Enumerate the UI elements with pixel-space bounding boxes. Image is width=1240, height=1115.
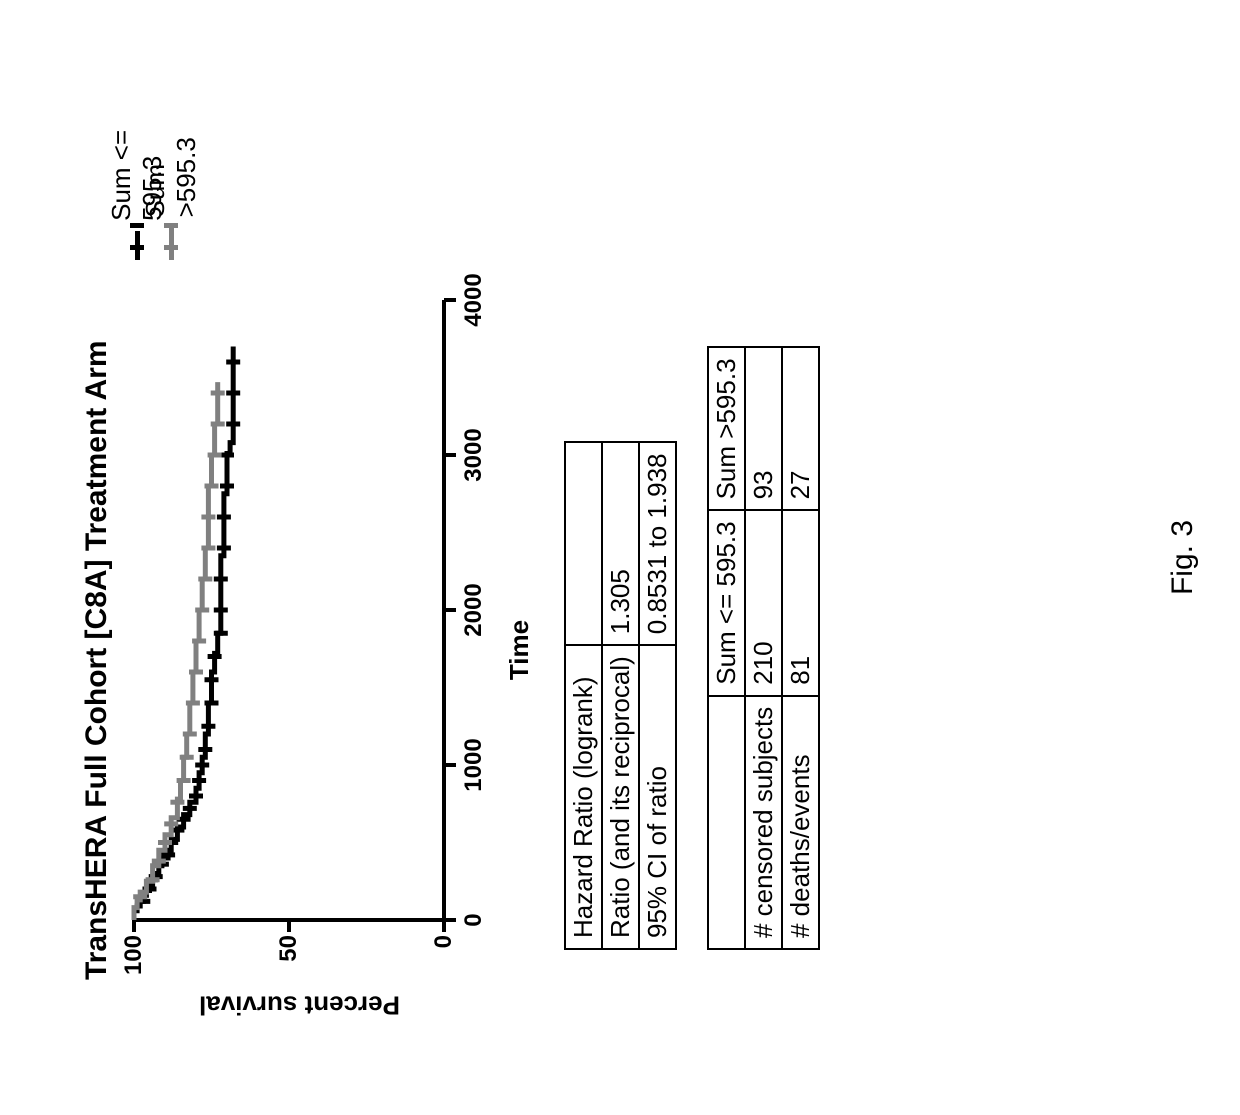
legend-label: Sum >595.3 — [140, 122, 202, 218]
cell: 95% CI of ratio — [639, 645, 676, 949]
legend-swatch-icon — [169, 227, 174, 260]
y-tick-label: 50 — [275, 935, 303, 985]
y-axis-label: Percent survival — [180, 990, 420, 1021]
cell: Sum <= 595.3 — [708, 510, 745, 695]
table-row: 95% CI of ratio 0.8531 to 1.938 — [639, 443, 676, 950]
legend: Sum <= 595.3 Sum >595.3 — [120, 122, 188, 260]
cell: 0.8531 to 1.938 — [639, 443, 676, 646]
legend-swatch-icon — [135, 231, 140, 260]
y-tick-label: 0 — [430, 935, 458, 985]
cell: 210 — [745, 510, 782, 695]
table-row: Sum <= 595.3 Sum >595.3 — [708, 347, 745, 949]
figure-caption: Fig. 3 — [1166, 0, 1200, 1115]
chart-title: TransHERA Full Cohort [C8A] Treatment Ar… — [80, 340, 114, 980]
table-row: Ratio (and its reciprocal) 1.305 — [602, 443, 639, 950]
cell: Hazard Ratio (logrank) — [565, 645, 602, 949]
table-row: # deaths/events 81 27 — [782, 347, 819, 949]
x-tick-label: 4000 — [460, 256, 488, 344]
cell: Ratio (and its reciprocal) — [602, 645, 639, 949]
table-row: Hazard Ratio (logrank) — [565, 443, 602, 950]
cell: 93 — [745, 347, 782, 510]
hazard-ratio-table: Hazard Ratio (logrank) Ratio (and its re… — [564, 442, 677, 951]
cell — [565, 443, 602, 646]
x-tick-label: 0 — [460, 876, 488, 964]
cell: 81 — [782, 510, 819, 695]
subjects-table: Sum <= 595.3 Sum >595.3 # censored subje… — [707, 346, 820, 950]
legend-entry-1: Sum >595.3 — [154, 122, 188, 260]
x-tick-label: 2000 — [460, 566, 488, 654]
table-row: # censored subjects 210 93 — [745, 347, 782, 949]
cell: # censored subjects — [745, 696, 782, 949]
y-tick-label: 100 — [120, 935, 148, 985]
cell: Sum >595.3 — [708, 347, 745, 510]
x-tick-label: 3000 — [460, 411, 488, 499]
x-tick-label: 1000 — [460, 721, 488, 809]
x-axis-label: Time — [504, 320, 535, 980]
cell: 27 — [782, 347, 819, 510]
cell: # deaths/events — [782, 696, 819, 949]
cell — [708, 696, 745, 949]
cell: 1.305 — [602, 443, 639, 646]
